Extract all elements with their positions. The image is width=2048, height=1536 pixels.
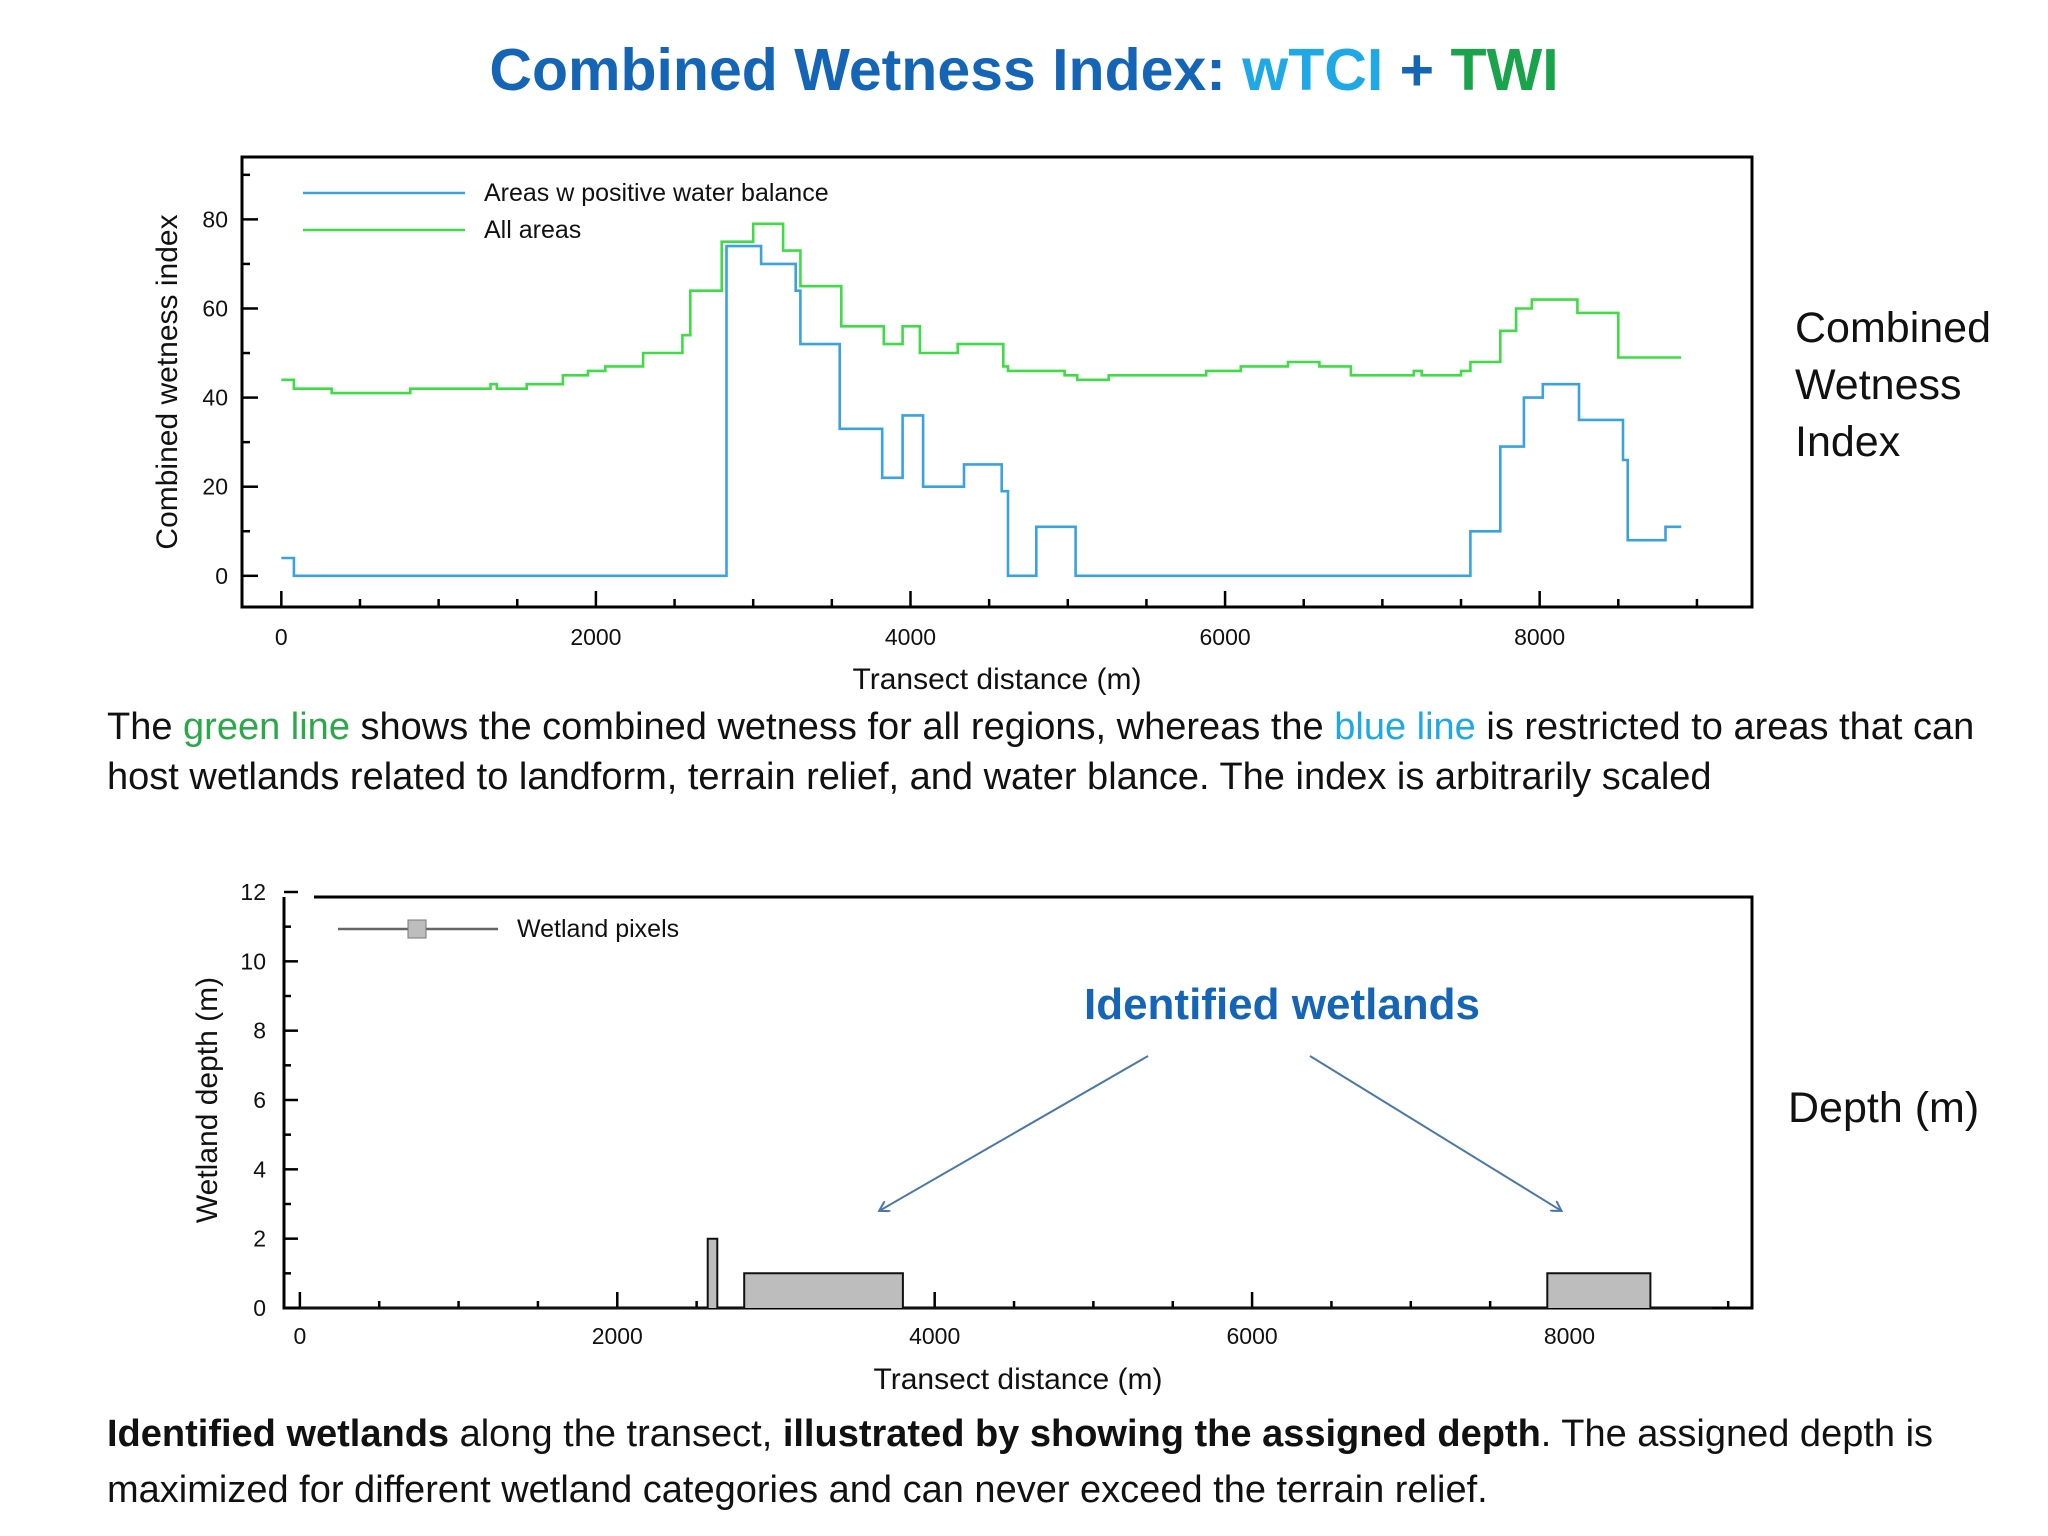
plot-frame xyxy=(240,155,1754,609)
x-tick-label: 4000 xyxy=(885,624,936,650)
y-tick-label: 80 xyxy=(202,206,228,232)
caption1-part2: shows the combined wetness for all regio… xyxy=(349,706,1335,748)
y-tick-label: 6 xyxy=(253,1087,266,1113)
x-tick-label: 2000 xyxy=(592,1323,643,1349)
caption2-bold2: illustrated by showing the assigned dept… xyxy=(782,1413,1541,1455)
y-tick-label: 12 xyxy=(240,879,266,905)
y-tick-label: 4 xyxy=(253,1156,266,1182)
y-axis-title: Wetland depth (m) xyxy=(191,977,224,1223)
x-tick-label: 8000 xyxy=(1514,624,1565,650)
legend-label: All areas xyxy=(484,216,581,244)
caption1-part3: is restricted to areas that can host wet… xyxy=(107,706,1975,798)
y-axis-title: Combined wetness index xyxy=(151,214,184,549)
wetland-area-fill xyxy=(299,1238,1713,1308)
y-tick-label: 0 xyxy=(253,1295,266,1321)
caption-wetness: The green line shows the combined wetnes… xyxy=(107,702,1987,802)
caption1-green: green line xyxy=(183,706,350,748)
series-line-positive-water-balance xyxy=(281,244,1682,578)
caption2-part1: along the transect, xyxy=(449,1413,783,1455)
caption-wetlands: Identified wetlands along the transect, … xyxy=(107,1406,1987,1518)
wetness-index-chart: 0 2000 4000 6000 8000 0 20 40 60 80 Transect dista… xyxy=(151,155,1754,696)
page-title: Combined Wetness Index: wTCI + TWI xyxy=(0,36,2048,104)
title-plus: + xyxy=(1383,37,1451,103)
caption2-bold1: Identified wetlands xyxy=(107,1413,450,1455)
x-tick-label: 0 xyxy=(293,1323,306,1349)
legend-label: Wetland pixels xyxy=(517,915,679,943)
x-tick-label: 6000 xyxy=(1199,624,1250,650)
y-tick-label: 10 xyxy=(240,948,266,974)
y-tick-label: 8 xyxy=(253,1018,266,1044)
x-tick-label: 8000 xyxy=(1544,1323,1595,1349)
caption1-part1: The xyxy=(107,706,184,748)
x-tick-label: 6000 xyxy=(1227,1323,1278,1349)
annotation-arrow xyxy=(1309,1055,1562,1211)
wetland-depth-chart: 0 2000 4000 6000 8000 0 2 4 6 8 10 12 Transect dista… xyxy=(191,879,1754,1396)
y-tick-label: 60 xyxy=(202,295,228,321)
x-tick-label: 2000 xyxy=(570,624,621,650)
y-tick-label: 40 xyxy=(202,385,228,411)
y-tick-label: 2 xyxy=(253,1226,266,1252)
annotation-identified-wetlands: Identified wetlands xyxy=(1084,980,1480,1029)
plot-frame xyxy=(282,895,1754,1310)
annotation-arrow xyxy=(879,1055,1149,1211)
caption2-part2: . The assigned depth is maximized for di… xyxy=(107,1413,1934,1511)
wetland-area-outline xyxy=(299,1237,1713,1309)
side-label-depth: Depth (m) xyxy=(1788,1084,1980,1132)
title-wtci: wTCI xyxy=(1242,37,1384,103)
series-line-all-areas xyxy=(281,222,1682,395)
title-prefix: Combined Wetness Index: xyxy=(489,37,1243,103)
legend-label: Areas w positive water balance xyxy=(484,179,829,207)
side-label-wetness-index: Combined Wetness Index xyxy=(1795,304,1991,466)
x-tick-label: 0 xyxy=(275,624,288,650)
legend-swatch-marker xyxy=(407,919,427,939)
x-tick-label: 4000 xyxy=(909,1323,960,1349)
x-axis-title: Transect distance (m) xyxy=(874,1363,1163,1396)
x-axis-title: Transect distance (m) xyxy=(853,663,1142,696)
y-tick-label: 0 xyxy=(215,563,228,589)
caption1-blue: blue line xyxy=(1334,706,1476,748)
title-twi: TWI xyxy=(1450,37,1559,103)
y-tick-label: 20 xyxy=(202,474,228,500)
